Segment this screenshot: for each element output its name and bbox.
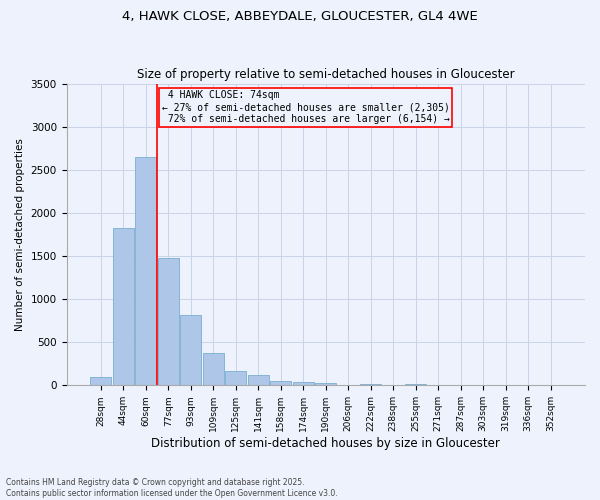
- Y-axis label: Number of semi-detached properties: Number of semi-detached properties: [15, 138, 25, 331]
- Bar: [360, 384, 382, 386]
- Bar: [135, 157, 157, 386]
- Bar: [405, 384, 427, 386]
- Title: Size of property relative to semi-detached houses in Gloucester: Size of property relative to semi-detach…: [137, 68, 515, 81]
- Text: Contains HM Land Registry data © Crown copyright and database right 2025.
Contai: Contains HM Land Registry data © Crown c…: [6, 478, 338, 498]
- Bar: [180, 314, 202, 386]
- Bar: [113, 228, 134, 386]
- Bar: [158, 258, 179, 386]
- Bar: [225, 370, 247, 386]
- Text: 4 HAWK CLOSE: 74sqm
← 27% of semi-detached houses are smaller (2,305)
 72% of se: 4 HAWK CLOSE: 74sqm ← 27% of semi-detach…: [161, 90, 449, 124]
- X-axis label: Distribution of semi-detached houses by size in Gloucester: Distribution of semi-detached houses by …: [151, 437, 500, 450]
- Bar: [203, 352, 224, 386]
- Text: 4, HAWK CLOSE, ABBEYDALE, GLOUCESTER, GL4 4WE: 4, HAWK CLOSE, ABBEYDALE, GLOUCESTER, GL…: [122, 10, 478, 23]
- Bar: [90, 377, 112, 386]
- Bar: [315, 383, 337, 386]
- Bar: [293, 382, 314, 386]
- Bar: [248, 375, 269, 386]
- Bar: [270, 380, 292, 386]
